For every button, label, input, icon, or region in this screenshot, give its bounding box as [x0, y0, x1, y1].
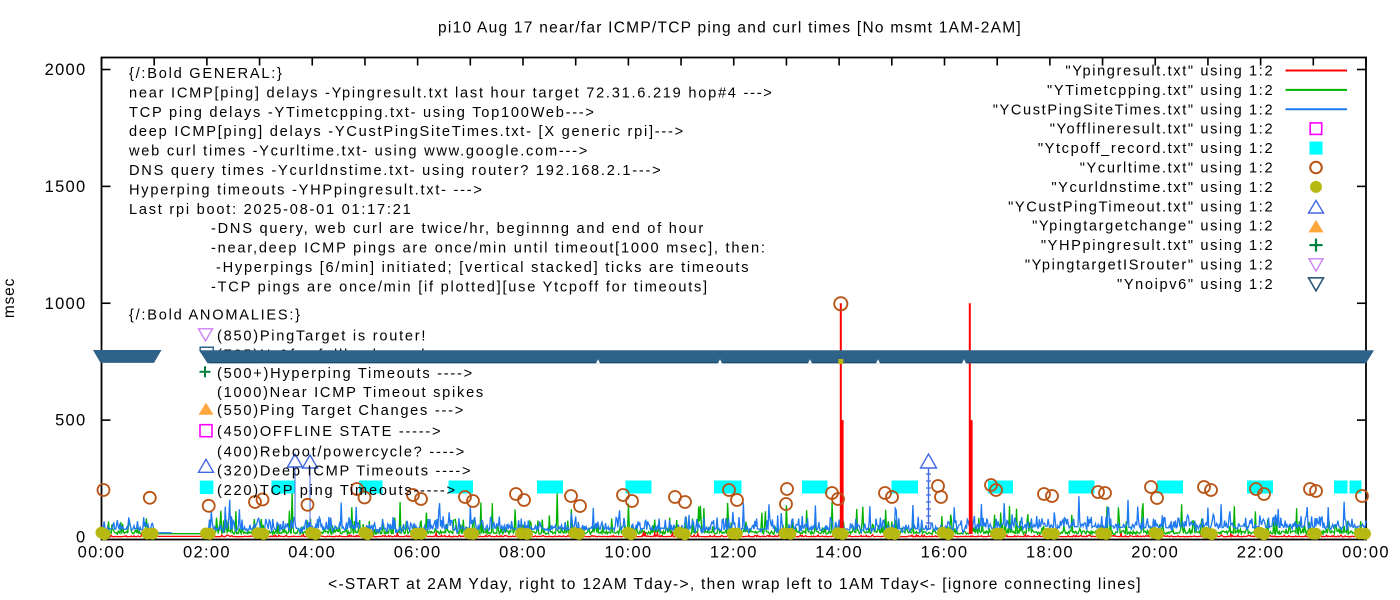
svg-text:10:00: 10:00 — [605, 544, 653, 562]
svg-text:1500: 1500 — [45, 178, 87, 196]
svg-text:0: 0 — [76, 529, 86, 547]
svg-text:"Ypingresult.txt" using 1:2: "Ypingresult.txt" using 1:2 — [1065, 64, 1274, 80]
svg-text:msec: msec — [1, 278, 18, 318]
svg-text:06:00: 06:00 — [394, 544, 442, 562]
svg-text:(500+)Hyperping Timeouts ---->: (500+)Hyperping Timeouts ----> — [217, 366, 474, 382]
svg-text:"Ytcpoff_record.txt" using 1:2: "Ytcpoff_record.txt" using 1:2 — [1038, 141, 1274, 157]
svg-text:(850)PingTarget is router!: (850)PingTarget is router! — [217, 328, 427, 344]
svg-text:web curl times -Ycurltime.txt-: web curl times -Ycurltime.txt- using www… — [128, 144, 589, 160]
svg-text:"Ynoipv6" using 1:2: "Ynoipv6" using 1:2 — [1117, 277, 1274, 293]
svg-text:-DNS query, web curl are twice: -DNS query, web curl are twice/hr, begin… — [211, 221, 705, 237]
svg-text:(1000)Near ICMP Timeout spikes: (1000)Near ICMP Timeout spikes — [217, 385, 485, 401]
svg-text:00:00: 00:00 — [78, 544, 126, 562]
svg-text:500: 500 — [55, 412, 86, 430]
svg-text:16:00: 16:00 — [921, 544, 969, 562]
svg-text:-Hyperpings [6/min] initiated;: -Hyperpings [6/min] initiated; [vertical… — [216, 260, 750, 276]
svg-text:20:00: 20:00 — [1131, 544, 1179, 562]
svg-text:"Yofflineresult.txt" using 1:2: "Yofflineresult.txt" using 1:2 — [1050, 122, 1274, 138]
svg-text:"YCustPingTimeout.txt" using 1: "YCustPingTimeout.txt" using 1:2 — [1008, 199, 1274, 215]
svg-text:{/:Bold ANOMALIES:}: {/:Bold ANOMALIES:} — [129, 307, 302, 323]
svg-text:22:00: 22:00 — [1237, 544, 1285, 562]
svg-text:08:00: 08:00 — [499, 544, 547, 562]
svg-text:near ICMP[ping] delays -Ypingr: near ICMP[ping] delays -Ypingresult.txt … — [129, 85, 774, 101]
svg-text:00:00: 00:00 — [1342, 544, 1390, 562]
svg-text:18:00: 18:00 — [1026, 544, 1074, 562]
svg-text:"Ycurltime.txt" using 1:2: "Ycurltime.txt" using 1:2 — [1080, 161, 1274, 177]
svg-text:1000: 1000 — [45, 295, 87, 313]
svg-text:02:00: 02:00 — [183, 544, 231, 562]
svg-text:"YHPpingresult.txt" using 1:2: "YHPpingresult.txt" using 1:2 — [1041, 238, 1274, 254]
svg-text:-TCP pings are once/min [if pl: -TCP pings are once/min [if plotted][use… — [211, 279, 709, 295]
svg-text:"Ycurldnstime.txt" using 1:2: "Ycurldnstime.txt" using 1:2 — [1051, 180, 1274, 196]
svg-text:-near,deep ICMP pings are once: -near,deep ICMP pings are once/min until… — [211, 241, 767, 257]
svg-text:(550)Ping Target Changes --->: (550)Ping Target Changes ---> — [217, 403, 465, 419]
svg-text:TCP ping delays -YTimetcpping.: TCP ping delays -YTimetcpping.txt- using… — [129, 105, 596, 121]
svg-text:(450)OFFLINE STATE ----->: (450)OFFLINE STATE -----> — [217, 424, 442, 440]
svg-text:<-START at 2AM Yday, right to: <-START at 2AM Yday, right to 12AM Tday-… — [328, 576, 1142, 593]
svg-text:"YCustPingSiteTimes.txt" using: "YCustPingSiteTimes.txt" using 1:2 — [993, 102, 1274, 118]
svg-text:{/:Bold GENERAL:}: {/:Bold GENERAL:} — [129, 66, 284, 82]
svg-text:Hyperping timeouts -YHPpingres: Hyperping timeouts -YHPpingresult.txt- -… — [129, 182, 484, 198]
svg-text:2000: 2000 — [45, 61, 87, 79]
svg-text:(320)Deep ICMP Timeouts ---->: (320)Deep ICMP Timeouts ----> — [217, 464, 472, 480]
svg-text:deep ICMP[ping] delays -YCustP: deep ICMP[ping] delays -YCustPingSiteTim… — [129, 124, 685, 140]
svg-text:14:00: 14:00 — [815, 544, 863, 562]
svg-text:12:00: 12:00 — [710, 544, 758, 562]
svg-text:Last rpi boot: 2025-08-01 01:1: Last rpi boot: 2025-08-01 01:17:21 — [129, 202, 412, 218]
svg-text:"YpingtargetISrouter" using 1:: "YpingtargetISrouter" using 1:2 — [1025, 258, 1274, 274]
svg-text:DNS query times -Ycurldnstime.: DNS query times -Ycurldnstime.txt- using… — [129, 163, 662, 179]
svg-text:"YTimetcpping.txt" using 1:2: "YTimetcpping.txt" using 1:2 — [1047, 83, 1274, 99]
svg-text:"Ypingtargetchange" using 1:2: "Ypingtargetchange" using 1:2 — [1032, 219, 1274, 235]
svg-text:pi10 Aug 17 near/far ICMP/TCP: pi10 Aug 17 near/far ICMP/TCP ping and c… — [438, 20, 1022, 37]
svg-text:(220)TCP ping Timeouts----->: (220)TCP ping Timeouts-----> — [217, 483, 457, 499]
svg-text:04:00: 04:00 — [288, 544, 336, 562]
svg-text:(400)Reboot/powercycle? ---->: (400)Reboot/powercycle? ----> — [217, 445, 466, 461]
